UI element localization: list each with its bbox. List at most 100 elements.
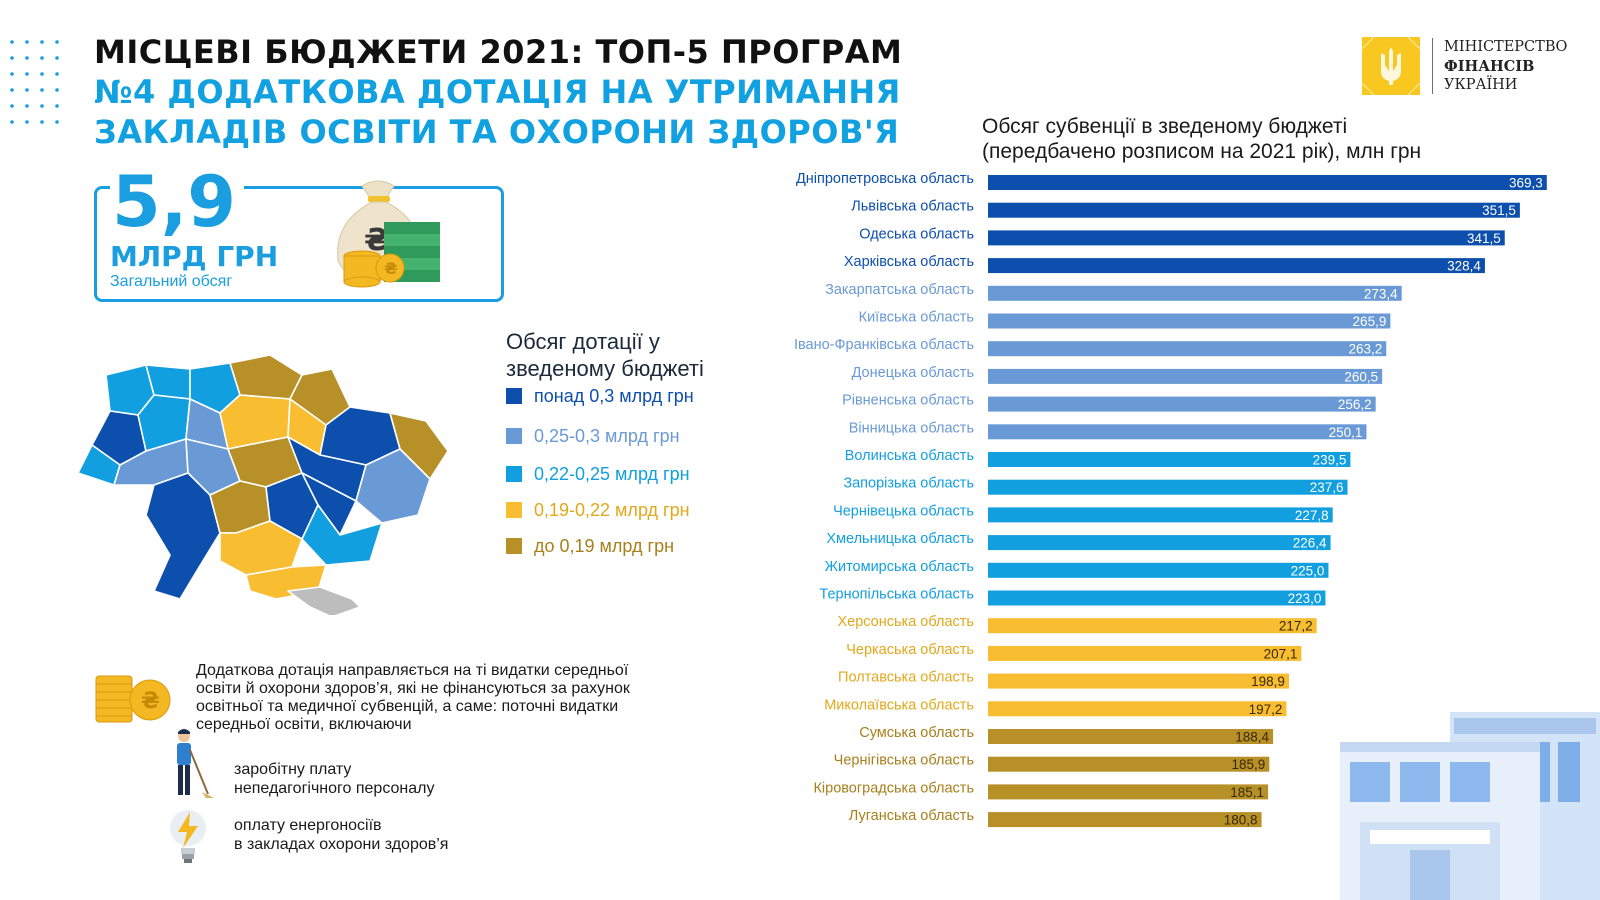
janitor-worker-icon	[177, 729, 214, 798]
bullet-salary: заробітну плату непедагогічного персонал…	[234, 760, 434, 798]
value-label: 198,9	[1251, 674, 1285, 689]
bullet-energy: оплату енергоносіїв в закладах охорони з…	[234, 816, 448, 854]
total-unit: МЛРД ГРН	[110, 240, 279, 273]
value-label: 263,2	[1348, 342, 1382, 357]
ukraine-map	[77, 355, 449, 615]
legend-item-over-03: понад 0,3 млрд грн	[506, 386, 694, 407]
note-paragraph: Додаткова дотація направляється на ті ви…	[196, 662, 716, 734]
value-label: 223,0	[1288, 591, 1322, 606]
legend-swatch	[506, 428, 522, 444]
bar	[988, 202, 1520, 218]
page-title: МІСЦЕВІ БЮДЖЕТИ 2021: ТОП-5 ПРОГРАМ №4 Д…	[94, 32, 902, 152]
legend-swatch	[506, 502, 522, 518]
category-label: Вінницька область	[849, 420, 974, 436]
legend-label: понад 0,3 млрд грн	[534, 386, 694, 406]
value-label: 369,3	[1509, 176, 1543, 191]
category-label: Дніпропетровська область	[796, 171, 974, 187]
bullet-salary-line-2: непедагогічного персоналу	[234, 780, 435, 797]
bar	[988, 729, 1274, 744]
value-label: 256,2	[1338, 397, 1372, 412]
trident-emblem-icon	[1362, 37, 1420, 95]
note-line-2: освіти й охорони здоров’я, які не фінанс…	[196, 680, 630, 697]
value-label: 180,8	[1224, 813, 1258, 828]
legend-label: 0,25-0,3 млрд грн	[534, 426, 680, 446]
bar	[988, 479, 1348, 495]
ministry-logo-text: МІНІСТЕРСТВО ФІНАНСІВ УКРАЇНИ	[1444, 38, 1567, 95]
bar	[988, 590, 1326, 606]
category-label: Київська область	[859, 310, 974, 326]
bar	[988, 396, 1376, 412]
total-value: 5,9	[110, 162, 245, 242]
dot-grid-decoration	[10, 40, 59, 124]
value-label: 341,5	[1467, 231, 1501, 246]
bar	[988, 258, 1485, 274]
category-label: Харківська область	[844, 254, 974, 270]
value-label: 188,4	[1235, 730, 1269, 745]
bar	[988, 812, 1262, 828]
category-label: Одеська область	[859, 226, 974, 242]
bullet-salary-line-1: заробітну плату	[234, 761, 352, 778]
title-line-2: №4 ДОДАТКОВА ДОТАЦІЯ НА УТРИМАННЯ	[94, 73, 901, 111]
bar	[988, 784, 1269, 800]
value-label: 227,8	[1295, 508, 1329, 523]
category-label: Чернігівська область	[834, 753, 974, 769]
bar	[988, 645, 1302, 661]
value-label: 260,5	[1344, 369, 1378, 384]
category-label: Полтавська область	[838, 670, 974, 686]
value-label: 217,2	[1279, 619, 1313, 634]
value-label: 207,1	[1264, 646, 1298, 661]
legend-swatch	[506, 538, 522, 554]
bar	[988, 452, 1351, 467]
category-label: Кіровоградська область	[813, 780, 974, 796]
bar	[988, 535, 1331, 551]
bar	[988, 562, 1329, 578]
legend-title-line-1: Обсяг дотації у	[506, 329, 660, 354]
bar	[988, 507, 1333, 523]
bar	[988, 673, 1289, 689]
bar	[988, 368, 1383, 384]
category-label: Сумська область	[859, 725, 974, 741]
title-line-3: ЗАКЛАДІВ ОСВІТИ ТА ОХОРОНИ ЗДОРОВ'Я	[94, 113, 900, 151]
bar	[988, 313, 1391, 329]
lightbulb-icon	[170, 810, 206, 863]
value-label: 237,6	[1310, 480, 1344, 495]
category-label: Івано-Франківська область	[794, 337, 974, 353]
logo-line-3: УКРАЇНИ	[1444, 77, 1518, 93]
chart-title-line-2: (передбачено розписом на 2021 рік), млн …	[982, 140, 1422, 163]
title-line-1: МІСЦЕВІ БЮДЖЕТИ 2021: ТОП-5 ПРОГРАМ	[94, 33, 903, 71]
bar	[988, 230, 1505, 246]
logo-divider	[1432, 38, 1433, 94]
note-line-4: середньої освіти, включаючи	[196, 716, 412, 733]
category-label: Тернопільська область	[819, 587, 974, 603]
bar	[988, 341, 1387, 357]
svg-text:₴: ₴	[384, 259, 398, 278]
bar	[988, 175, 1547, 190]
logo-line-1: МІНІСТЕРСТВО	[1444, 39, 1568, 55]
region-bar-chart: Дніпропетровська область 369,3 Львівська о…	[794, 171, 1547, 828]
category-label: Херсонська область	[837, 614, 974, 630]
category-label: Рівненська область	[842, 393, 974, 409]
value-label: 185,1	[1230, 785, 1264, 800]
total-label: Загальний обсяг	[110, 273, 233, 290]
legend-label: 0,22-0,25 млрд грн	[534, 464, 690, 484]
logo-line-2: ФІНАНСІВ	[1444, 58, 1535, 75]
value-label: 250,1	[1329, 425, 1363, 440]
value-label: 265,9	[1353, 314, 1387, 329]
svg-text:₴: ₴	[141, 689, 160, 714]
bar	[988, 701, 1287, 717]
category-label: Запорізька область	[843, 476, 974, 492]
total-frame	[94, 186, 504, 302]
money-bag-icon: ₴ ₴	[337, 180, 440, 288]
note-line-1: Додаткова дотація направляється на ті ви…	[196, 662, 629, 679]
bar	[988, 618, 1317, 634]
category-label: Черкаська область	[846, 642, 974, 658]
bar	[988, 424, 1367, 440]
bullet-energy-line-2: в закладах охорони здоров’я	[234, 836, 449, 853]
legend-item-025-03: 0,25-0,3 млрд грн	[506, 426, 680, 447]
bar	[988, 756, 1270, 772]
category-label: Львівська область	[851, 199, 974, 215]
legend-swatch	[506, 466, 522, 482]
category-label: Хмельницька область	[826, 531, 974, 547]
school-building-illustration	[1340, 712, 1600, 900]
coins-stack-icon: ₴	[95, 675, 171, 723]
